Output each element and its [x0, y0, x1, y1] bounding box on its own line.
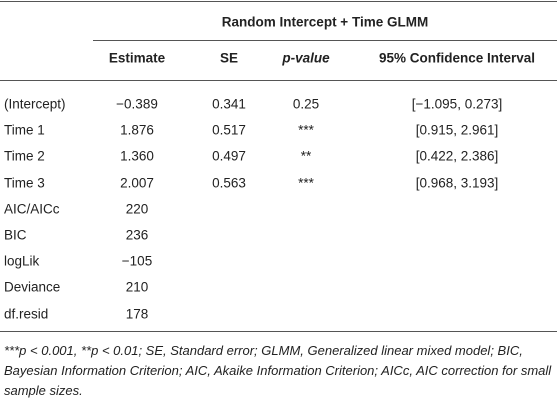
row-label: Deviance	[4, 279, 61, 295]
table-cell: 1.876	[120, 122, 154, 138]
rule	[0, 331, 557, 332]
table-cell: 0.341	[212, 96, 246, 112]
table-cell: 2.007	[120, 175, 154, 191]
table-cell: [0.422, 2.386]	[415, 148, 499, 164]
row-label: Time 1	[4, 122, 45, 138]
table-cell: 0.517	[212, 122, 246, 138]
rule	[93, 40, 557, 41]
table-cell: 1.360	[120, 148, 154, 164]
table-cell: **	[300, 148, 312, 164]
table-cell: ***	[298, 175, 314, 191]
table-title: Random Intercept + Time GLMM	[221, 14, 429, 30]
table-cell: 0.497	[212, 148, 246, 164]
row-label: (Intercept)	[4, 96, 66, 112]
row-label: df.resid	[4, 306, 49, 322]
column-header: Estimate	[108, 50, 166, 66]
table-cell: [−1.095, 0.273]	[411, 96, 503, 112]
table-cell: 210	[125, 279, 149, 295]
column-header: p-value	[282, 50, 330, 66]
table-cell: 0.25	[292, 96, 320, 112]
table-cell: −105	[121, 253, 153, 269]
table-cell: −0.389	[116, 96, 158, 112]
rule	[0, 80, 557, 81]
table-cell: 236	[125, 227, 149, 243]
column-header: SE	[219, 50, 239, 66]
table-cell: 220	[125, 201, 149, 217]
table-cell: 0.563	[212, 175, 246, 191]
table-cell: 178	[125, 306, 149, 322]
table-cell: ***	[298, 122, 314, 138]
footnote: ***p < 0.001, **p < 0.01; SE, Standard e…	[4, 343, 552, 398]
rule	[0, 1, 557, 2]
row-label: AIC/AICc	[4, 201, 60, 217]
row-label: BIC	[4, 227, 27, 243]
row-label: Time 3	[4, 175, 45, 191]
table-cell: [0.968, 3.193]	[415, 175, 499, 191]
table-cell: [0.915, 2.961]	[415, 122, 499, 138]
row-label: logLik	[4, 253, 40, 269]
column-header: 95% Confidence Interval	[378, 50, 536, 66]
row-label: Time 2	[4, 148, 45, 164]
